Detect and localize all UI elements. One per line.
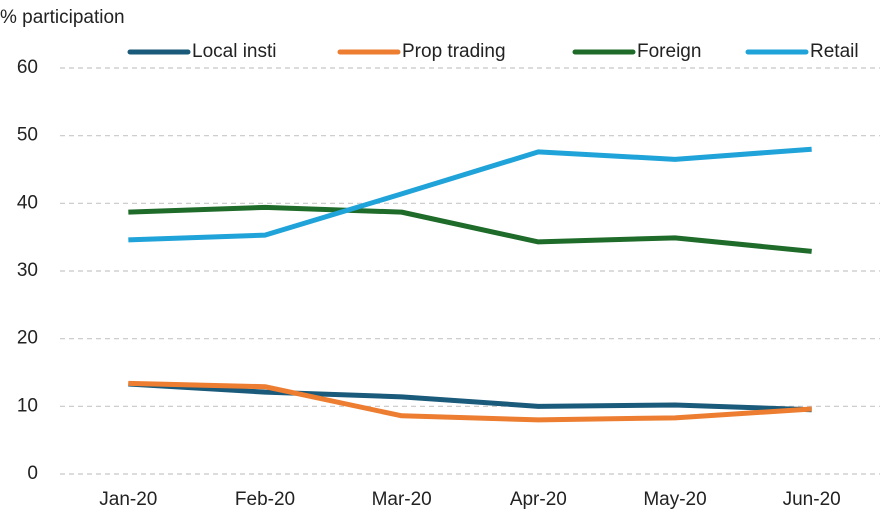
y-tick-label: 20 xyxy=(17,328,38,349)
series-line xyxy=(128,204,812,254)
x-tick-label: May-20 xyxy=(643,489,706,510)
series-line xyxy=(128,380,812,423)
legend-label: Local insti xyxy=(192,41,277,62)
legend-label: Retail xyxy=(810,41,859,62)
x-tick-label: Mar-20 xyxy=(372,489,432,510)
y-tick-label: 30 xyxy=(17,260,38,281)
x-tick-label: Apr-20 xyxy=(510,489,567,510)
y-tick-label: 10 xyxy=(17,395,38,416)
legend-label: Prop trading xyxy=(402,41,506,62)
y-tick-label: 50 xyxy=(17,125,38,146)
legend-label: Foreign xyxy=(637,41,701,62)
x-tick-label: Jun-20 xyxy=(783,489,841,510)
y-axis-label: % participation xyxy=(0,7,125,28)
x-tick-label: Jan-20 xyxy=(99,489,157,510)
series-line xyxy=(128,146,812,243)
y-tick-label: 60 xyxy=(17,57,38,78)
x-tick-label: Feb-20 xyxy=(235,489,295,510)
y-tick-label: 40 xyxy=(17,192,38,213)
series-line xyxy=(128,381,812,413)
y-tick-label: 0 xyxy=(27,463,38,484)
